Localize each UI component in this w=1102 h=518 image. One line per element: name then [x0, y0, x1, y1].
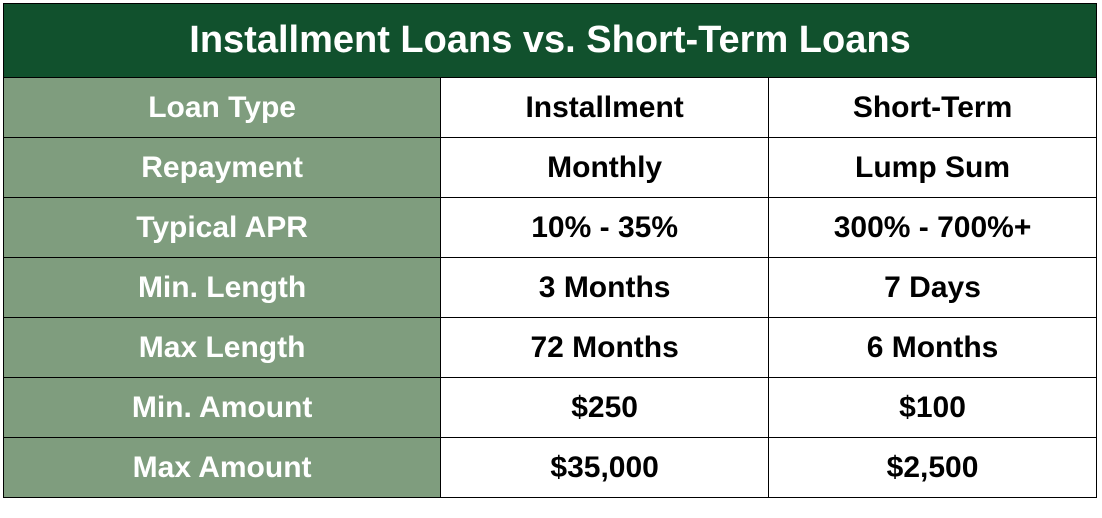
- table-row: Repayment Monthly Lump Sum: [4, 138, 1097, 198]
- row-label: Min. Amount: [4, 378, 441, 438]
- table-row: Min. Length 3 Months 7 Days: [4, 258, 1097, 318]
- row-short-term: 300% - 700%+: [769, 198, 1097, 258]
- row-label: Max Length: [4, 318, 441, 378]
- table-row: Typical APR 10% - 35% 300% - 700%+: [4, 198, 1097, 258]
- row-installment: Monthly: [441, 138, 769, 198]
- row-label: Repayment: [4, 138, 441, 198]
- header-installment: Installment: [441, 78, 769, 138]
- header-short-term: Short-Term: [769, 78, 1097, 138]
- table-header-row: Loan Type Installment Short-Term: [4, 78, 1097, 138]
- table-row: Max Length 72 Months 6 Months: [4, 318, 1097, 378]
- row-short-term: $100: [769, 378, 1097, 438]
- row-short-term: Lump Sum: [769, 138, 1097, 198]
- table-title-row: Installment Loans vs. Short-Term Loans: [4, 4, 1097, 78]
- comparison-table: Installment Loans vs. Short-Term Loans L…: [3, 3, 1097, 498]
- table-row: Min. Amount $250 $100: [4, 378, 1097, 438]
- row-installment: 72 Months: [441, 318, 769, 378]
- row-installment: 10% - 35%: [441, 198, 769, 258]
- row-label: Max Amount: [4, 438, 441, 498]
- row-installment: $35,000: [441, 438, 769, 498]
- row-short-term: 7 Days: [769, 258, 1097, 318]
- table-title: Installment Loans vs. Short-Term Loans: [4, 4, 1097, 78]
- row-installment: $250: [441, 378, 769, 438]
- row-short-term: 6 Months: [769, 318, 1097, 378]
- row-short-term: $2,500: [769, 438, 1097, 498]
- row-label: Typical APR: [4, 198, 441, 258]
- header-loan-type: Loan Type: [4, 78, 441, 138]
- table-row: Max Amount $35,000 $2,500: [4, 438, 1097, 498]
- row-installment: 3 Months: [441, 258, 769, 318]
- row-label: Min. Length: [4, 258, 441, 318]
